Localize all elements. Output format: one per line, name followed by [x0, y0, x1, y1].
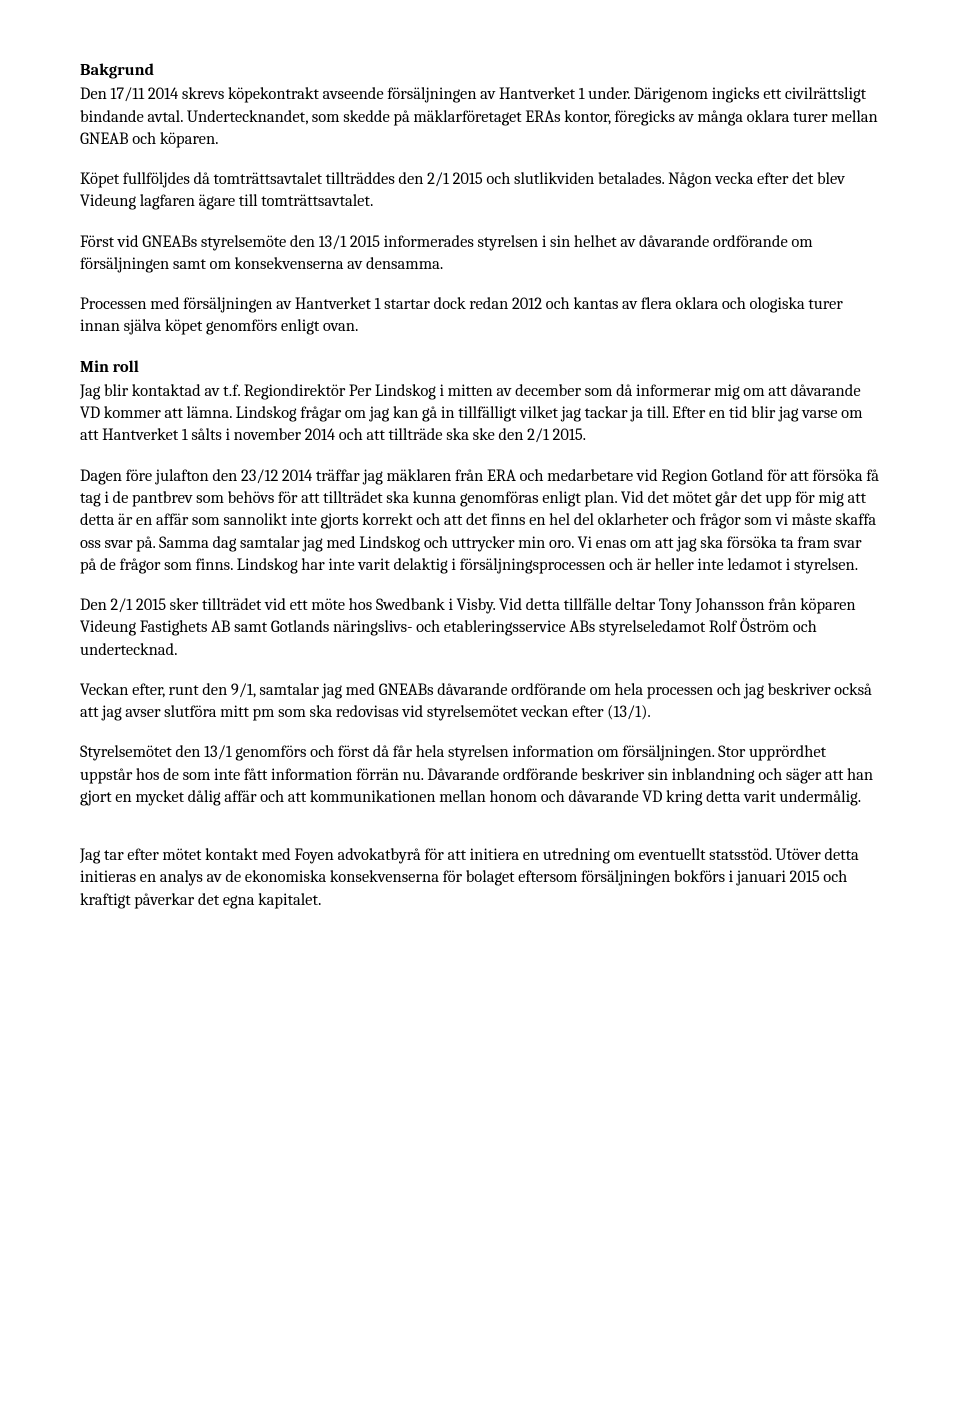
min-roll-heading: Min roll	[80, 357, 880, 379]
bakgrund-heading: Bakgrund	[80, 60, 880, 82]
min-roll-paragraph-3: Den 2/1 2015 sker tillträdet vid ett möt…	[80, 595, 880, 662]
bakgrund-paragraph-2: Köpet fullföljdes då tomträttsavtalet ti…	[80, 169, 880, 214]
min-roll-paragraph-5: Styrelsemötet den 13/1 genomförs och för…	[80, 742, 880, 809]
bakgrund-paragraph-3: Först vid GNEABs styrelsemöte den 13/1 2…	[80, 232, 880, 277]
min-roll-paragraph-1: Jag blir kontaktad av t.f. Regiondirektö…	[80, 381, 880, 448]
min-roll-paragraph-4: Veckan efter, runt den 9/1, samtalar jag…	[80, 680, 880, 725]
bakgrund-paragraph-1: Den 17/11 2014 skrevs köpekontrakt avsee…	[80, 84, 880, 151]
bakgrund-paragraph-4: Processen med försäljningen av Hantverke…	[80, 294, 880, 339]
min-roll-paragraph-2: Dagen före julafton den 23/12 2014 träff…	[80, 466, 880, 577]
min-roll-paragraph-6: Jag tar efter mötet kontakt med Foyen ad…	[80, 845, 880, 912]
